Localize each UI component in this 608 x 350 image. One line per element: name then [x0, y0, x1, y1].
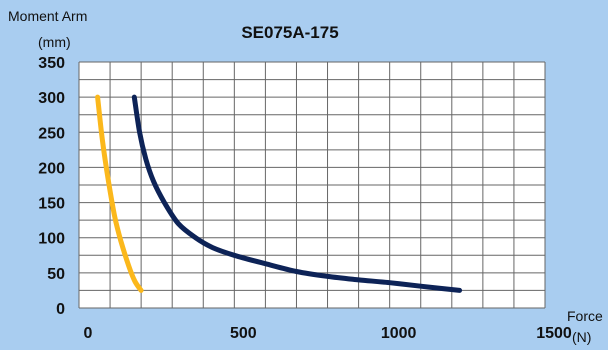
y-tick-label: 200 [38, 160, 65, 177]
y-tick-label: 150 [38, 196, 65, 213]
y-tick-label: 0 [56, 301, 65, 318]
y-axis-label-line2: (mm) [38, 34, 71, 50]
x-axis-label-line1: Force [567, 308, 603, 324]
grid [78, 61, 546, 309]
y-tick-label: 100 [38, 231, 65, 248]
y-tick-label: 300 [38, 90, 65, 107]
chart-title: SE075A-175 [241, 23, 338, 42]
x-tick-label: 1500 [536, 325, 572, 342]
x-tick-label: 500 [230, 325, 257, 342]
y-axis-label-line1: Moment Arm [8, 8, 87, 24]
x-tick-label: 0 [84, 325, 93, 342]
x-tick-label: 1000 [381, 325, 417, 342]
x-axis-label-line2: (N) [572, 329, 591, 345]
y-tick-label: 350 [38, 55, 65, 72]
series-line-2 [131, 94, 463, 293]
y-tick-label: 250 [38, 125, 65, 142]
series-line-1 [95, 94, 144, 293]
series-layer [95, 94, 463, 293]
y-tick-label: 50 [47, 266, 65, 283]
tick-labels: 0 50 100 150 200 250 300 350 0 500 1000 1500 [38, 55, 572, 342]
